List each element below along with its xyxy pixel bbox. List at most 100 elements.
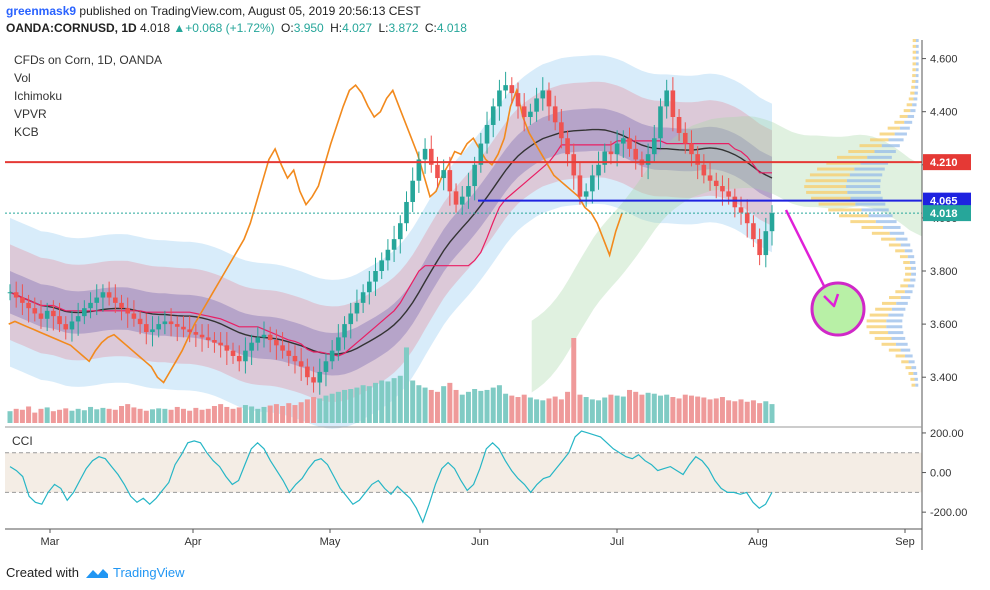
candle-body [404,201,409,224]
volume-bar [286,403,292,423]
legend-series[interactable]: CFDs on Corn, 1D, OANDA [14,53,162,67]
candle-body [645,154,651,165]
vpvr-bar [904,290,913,294]
volume-bar [732,401,738,423]
vpvr-bar [875,307,892,311]
candle-body [621,138,626,144]
candle-body [738,207,744,213]
candle-body [428,148,434,165]
volume-bar [348,389,354,423]
volume-bar [534,399,540,423]
candle-body [51,310,56,317]
indicator-legend: CFDs on Corn, 1D, OANDA Vol Ichimoku VPV… [12,53,162,448]
volume-bar [719,397,725,423]
volume-bar [156,408,162,423]
vpvr-bar [891,307,906,311]
volume-bar [639,394,645,423]
candle-body [311,377,316,383]
volume-layer [7,338,775,423]
candle-body [218,342,223,346]
price-change: +0.068 (+1.72%) [185,21,275,35]
vpvr-bar [868,214,893,218]
candle-body [298,361,304,367]
volume-bar [329,393,335,423]
candle-body [342,324,347,338]
volume-bar [261,406,267,423]
volume-bar [750,400,756,423]
candle-body [707,175,713,181]
vpvr-bar [908,371,914,375]
legend-ichimoku[interactable]: Ichimoku [14,89,62,103]
candle-body [515,93,521,107]
candle-body [354,302,360,314]
vpvr-bar [906,103,913,107]
candle-body [490,106,496,125]
volume-bar [515,397,521,423]
volume-bar [701,397,707,423]
vpvr-bar [912,44,916,48]
vpvr-bar [891,336,906,340]
legend-vol[interactable]: Vol [14,71,31,85]
volume-bar [242,405,248,423]
candle-body [441,170,446,179]
ichimoku-base-line [9,140,772,357]
vpvr-bar [915,56,919,60]
cci-line [9,430,773,524]
vpvr-bar [911,366,917,370]
vpvr-bar [900,284,909,288]
candle-body [744,212,750,224]
volume-bar [280,406,286,423]
candle-body [323,361,329,372]
vpvr-bar [915,39,919,43]
volume-bar [19,409,25,423]
candle-body [63,324,69,330]
volume-bar [81,410,87,423]
vpvr-bar [846,179,881,183]
vpvr-bar [912,39,916,43]
volume-bar [583,397,589,423]
vpvr-bar [874,150,896,154]
volume-bar [304,399,310,423]
vpvr-bar [912,68,916,72]
volume-bar [472,389,478,423]
vpvr-bar [866,325,887,329]
candle-body [701,164,707,176]
price-tick-label: 3.800 [930,266,958,278]
band-layer [10,55,922,429]
tradingview-brand-link[interactable]: TradingView [112,565,185,580]
vpvr-bar [846,185,881,189]
volume-bar [63,408,69,423]
cci-legend[interactable]: CCI [12,434,33,448]
created-with-text: Created with [6,565,79,580]
candle-body [106,292,112,298]
level-lines [5,161,922,214]
vpvr-bar [811,196,851,200]
vpvr-bar [913,97,918,101]
symbol-header: OANDA:CORNUSD, 1D 4.018 ▲+0.068 (+1.72%)… [6,21,467,35]
arrowhead-icon [823,293,840,308]
candle-body [212,340,217,343]
volume-bar [354,387,360,423]
vpvr-bar [908,284,915,288]
vpvr-bar [859,144,882,148]
legend-kcb[interactable]: KCB [14,125,39,139]
volume-bar [255,408,261,423]
volume-bar [645,392,651,423]
volume-bar [94,409,100,423]
vpvr-bar [818,202,856,206]
volume-bar [509,395,515,423]
volume-bar [496,385,502,423]
volume-bar [230,408,236,423]
candle-body [534,98,539,112]
author-link[interactable]: greenmask9 [6,4,77,18]
time-tick-label: Jun [471,536,489,548]
vpvr-bar [879,132,895,136]
candle-body [757,239,762,256]
vpvr-bar [900,243,911,247]
candle-body [249,342,254,351]
legend-vpvr[interactable]: VPVR [14,107,47,121]
candle-body [528,111,533,117]
vpvr-bar [908,97,914,101]
vpvr-bar [901,360,909,364]
